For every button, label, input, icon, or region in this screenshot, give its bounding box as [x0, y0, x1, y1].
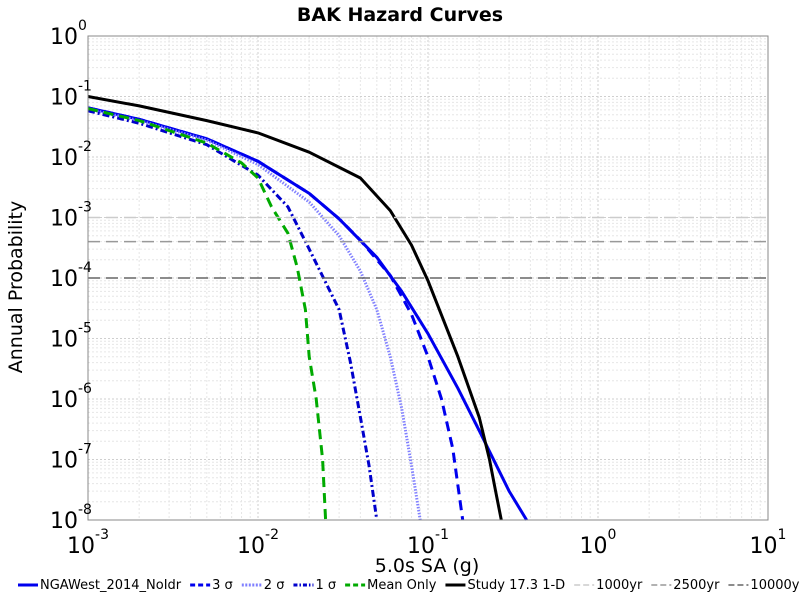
- y-tick-label: 10-2: [50, 139, 92, 171]
- legend-item: 10000yr: [728, 578, 800, 593]
- legend-label: 10000yr: [750, 578, 800, 593]
- legend-label: Study 17.3 1-D: [467, 578, 565, 593]
- legend-label: 2 σ: [264, 578, 285, 593]
- y-tick-label: 10-7: [50, 442, 92, 474]
- legend-item: 1 σ: [293, 578, 336, 593]
- series-line-ngawest-2014-noidr: [87, 106, 528, 521]
- series-line-1: [87, 109, 379, 521]
- series-line-3: [87, 106, 465, 521]
- legend-item: NGAWest_2014_NoIdr: [18, 578, 182, 593]
- legend-item: 2500yr: [651, 578, 720, 593]
- legend-label: 3 σ: [212, 578, 233, 593]
- y-tick-label: 100: [50, 18, 87, 50]
- legend-label: 2500yr: [673, 578, 720, 593]
- y-axis-label: Annual Probability: [5, 201, 27, 374]
- y-tick-label: 10-6: [50, 381, 92, 413]
- plot-border: [87, 35, 769, 521]
- legend-label: 1 σ: [315, 578, 336, 593]
- legend-item: Mean Only: [345, 578, 437, 593]
- y-tick-label: 10-5: [50, 321, 92, 353]
- x-tick-label: 10-2: [237, 527, 279, 559]
- chart-title: BAK Hazard Curves: [297, 4, 503, 26]
- series-line-study-17-3-1-d: [87, 95, 503, 521]
- legend: NGAWest_2014_NoIdr 3 σ 2 σ 1 σ Mean Only Stud…: [18, 578, 800, 593]
- legend-item: 2 σ: [241, 578, 285, 593]
- series-line-mean-only: [87, 107, 328, 521]
- series-layer: [87, 95, 768, 521]
- legend-label: 1000yr: [596, 578, 643, 593]
- x-tick-labels: 10-3 10-2 10-1 100 101: [67, 527, 786, 559]
- y-tick-label: 10-1: [50, 79, 92, 111]
- x-tick-label: 100: [580, 527, 617, 559]
- legend-item: Study 17.3 1-D: [445, 578, 565, 593]
- x-tick-label: 10-3: [67, 527, 109, 559]
- legend-label: Mean Only: [367, 578, 437, 593]
- y-tick-label: 10-8: [50, 502, 92, 534]
- legend-label: NGAWest_2014_NoIdr: [40, 578, 182, 593]
- legend-item: 1000yr: [574, 578, 643, 593]
- legend-item: 3 σ: [190, 578, 233, 593]
- y-tick-label: 10-4: [50, 260, 92, 292]
- y-tick-label: 10-3: [50, 200, 92, 232]
- plot-frame: [87, 35, 769, 521]
- x-tick-label: 101: [750, 527, 787, 559]
- y-tick-labels: 100 10-1 10-2 10-3 10-4 10-5 10-6 10-7 10-8: [50, 18, 92, 534]
- x-axis-label: 5.0s SA (g): [375, 555, 480, 577]
- series-line-2: [87, 107, 422, 521]
- x-tick-label: 10-1: [407, 527, 449, 559]
